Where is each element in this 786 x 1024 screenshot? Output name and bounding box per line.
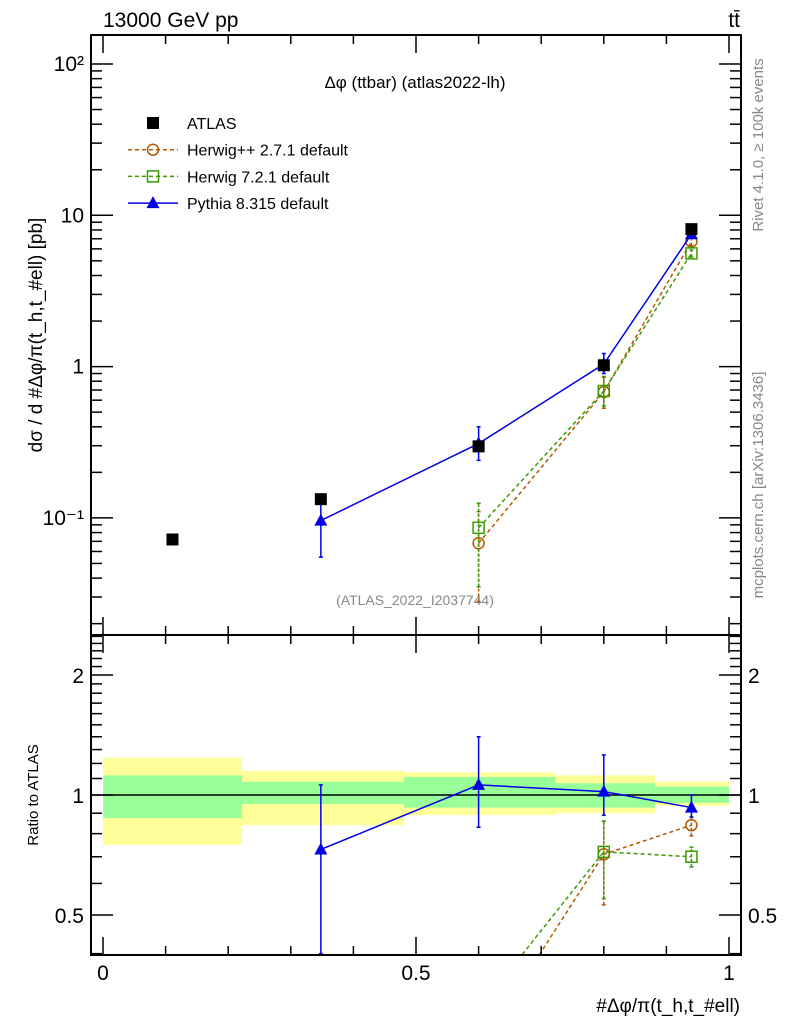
- rivet-label: Rivet 4.1.0, ≥ 100k events: [750, 58, 767, 231]
- x-tick-label: 0: [97, 962, 109, 985]
- x-tick-label: 1: [723, 962, 735, 985]
- main-point-data: [314, 493, 327, 506]
- legend-marker-pythia: [146, 196, 160, 209]
- ratio-point-pythia: [314, 842, 328, 855]
- main-y-tick-label: 1: [72, 356, 84, 379]
- main-point-data: [597, 359, 610, 372]
- x-tick-label: 0.5: [401, 962, 430, 985]
- ratio-point-herwigpp: [685, 818, 698, 832]
- legend-marker-data: [147, 117, 159, 129]
- ratio-y-tick-label-left: 1: [72, 785, 84, 808]
- x-axis-label: #Δφ/π(t_h,t_#ell): [596, 996, 740, 1017]
- ratio-y-tick-label-right: 1: [748, 785, 760, 808]
- mcplots-label: mcplots.cern.ch [arXiv:1306.3436]: [750, 372, 767, 599]
- legend-marker-herwigpp: [146, 143, 160, 156]
- ratio-point-herwig7: [473, 1004, 484, 1015]
- legend-label-pythia: Pythia 8.315 default: [187, 196, 329, 213]
- ratio-line-pythia: [320, 784, 692, 851]
- legend-label-data: ATLAS: [187, 116, 237, 133]
- main-point-data: [166, 533, 179, 546]
- main-point-pythia: [314, 513, 328, 526]
- main-line-pythia: [320, 233, 693, 522]
- ratio-y-axis-label: Ratio to ATLAS: [25, 744, 42, 845]
- ratio-y-tick-label-right: 2: [748, 665, 760, 688]
- ratio-line-herwigpp: [538, 824, 692, 955]
- ratio-point-pythia: [597, 784, 611, 797]
- analysis-id: (ATLAS_2022_I2037744): [336, 592, 494, 608]
- legend-marker-herwig7: [146, 170, 160, 183]
- plot-title: Δφ (ttbar) (atlas2022-lh): [324, 73, 505, 92]
- main-point-herwigpp: [472, 536, 485, 550]
- main-point-data: [472, 440, 485, 453]
- main-point-herwig7: [685, 247, 698, 260]
- ratio-point-herwig7: [685, 850, 698, 863]
- legend-label-herwigpp: Herwig++ 2.7.1 default: [187, 143, 349, 160]
- energy-label: 13000 GeV pp: [103, 9, 238, 32]
- ratio-point-pythia: [684, 800, 698, 813]
- main-line-herwigpp: [478, 241, 693, 544]
- uncertainty-band-stat: [241, 781, 405, 804]
- main-y-axis-label: dσ / d #Δφ/π(t_h,t_#ell) [pb]: [26, 218, 47, 453]
- legend-label-herwig7: Herwig 7.2.1 default: [187, 169, 330, 186]
- main-y-tick-label: 10⁻¹: [43, 507, 84, 530]
- ratio-line-herwig7: [520, 851, 692, 955]
- main-y-tick-label: 10²: [54, 53, 84, 76]
- ratio-y-tick-label-left: 2: [72, 665, 84, 688]
- ratio-y-tick-label-right: 0.5: [748, 905, 777, 928]
- main-y-tick-label: 10: [61, 204, 84, 227]
- main-point-herwig7: [597, 384, 611, 398]
- ratio-point-herwig7: [597, 845, 611, 859]
- main-point-herwig7: [472, 521, 485, 535]
- ratio-y-tick-label-left: 0.5: [55, 905, 84, 928]
- ratio-point-pythia: [472, 777, 486, 790]
- main-point-data: [685, 223, 698, 236]
- process-label: tt̄: [728, 9, 740, 32]
- main-line-herwig7: [478, 252, 693, 529]
- uncertainty-band-stat: [103, 775, 242, 819]
